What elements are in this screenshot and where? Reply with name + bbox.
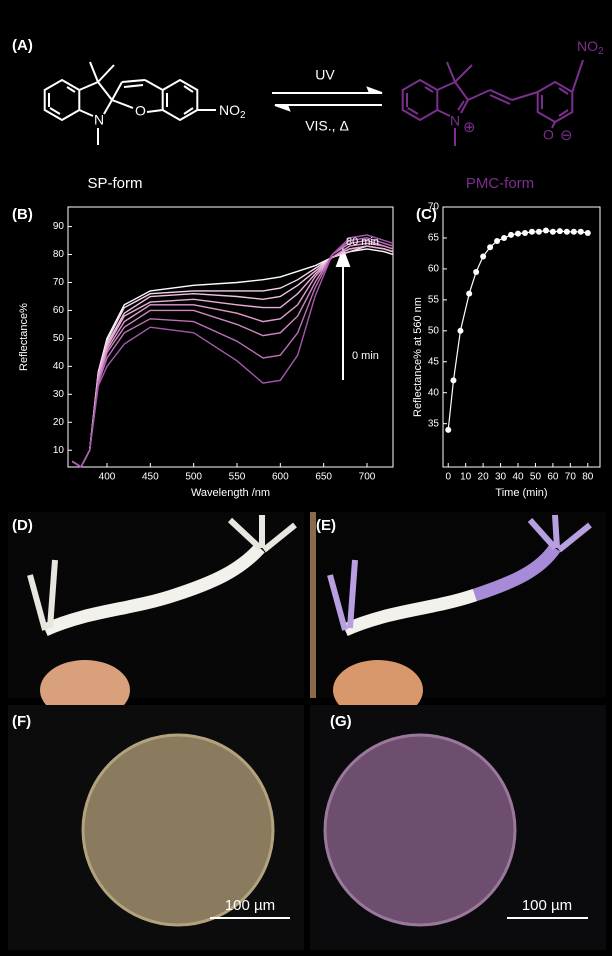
data-point — [585, 230, 591, 236]
x-tick-label: 80 — [582, 472, 594, 483]
x-tick-label: 700 — [359, 472, 376, 483]
data-point — [445, 427, 451, 433]
y-tick-label: 50 — [428, 325, 440, 336]
y-axis-label: Reflectance% — [18, 303, 30, 371]
nitro-main: NO — [577, 38, 598, 54]
nitro-sub: 2 — [240, 110, 246, 121]
y-tick-label: 20 — [53, 417, 65, 428]
data-point — [450, 377, 456, 383]
x-tick-label: 0 — [445, 472, 451, 483]
y-tick-label: 60 — [428, 264, 440, 275]
x-tick-label: 650 — [315, 472, 332, 483]
x-tick-label: 600 — [272, 472, 289, 483]
y-tick-label: 45 — [428, 356, 440, 367]
panel-label: (A) — [12, 37, 33, 54]
data-point — [501, 235, 507, 241]
x-tick-label: 50 — [530, 472, 542, 483]
y-tick-label: 40 — [428, 387, 440, 398]
form-label: PMC-form — [466, 175, 534, 192]
y-tick-label: 55 — [428, 294, 440, 305]
data-point — [564, 229, 570, 235]
charge-label: ⊕ — [463, 119, 476, 136]
data-point — [515, 231, 521, 237]
x-tick-label: 20 — [478, 472, 490, 483]
arrow-label: UV — [315, 67, 335, 83]
y-tick-label: 40 — [53, 361, 65, 372]
charge-label: ⊖ — [560, 127, 573, 144]
panel-label: (F) — [12, 713, 31, 730]
annotation: 0 min — [352, 350, 379, 362]
y-tick-label: 65 — [428, 233, 440, 244]
x-tick-label: 10 — [460, 472, 472, 483]
y-tick-label: 35 — [428, 418, 440, 429]
x-tick-label: 70 — [565, 472, 577, 483]
data-point — [536, 229, 542, 235]
x-tick-label: 400 — [99, 472, 116, 483]
scale-bar-label: 100 µm — [225, 897, 275, 914]
photo — [310, 512, 606, 720]
y-tick-label: 70 — [428, 202, 440, 213]
data-point — [473, 269, 479, 275]
form-label: SP-form — [87, 175, 142, 192]
y-axis-label: Reflectance% at 560 nm — [412, 297, 424, 417]
data-point — [543, 228, 549, 234]
atom-label: O — [135, 103, 146, 119]
y-tick-label: 10 — [53, 445, 65, 456]
panel-label: (E) — [316, 517, 336, 534]
y-tick-label: 30 — [53, 389, 65, 400]
x-tick-label: 60 — [547, 472, 559, 483]
y-tick-label: 50 — [53, 333, 65, 344]
data-point — [529, 229, 535, 235]
y-tick-label: 90 — [53, 221, 65, 232]
data-point — [457, 328, 463, 334]
x-tick-label: 550 — [229, 472, 246, 483]
photo — [8, 512, 304, 720]
data-point — [480, 254, 486, 260]
data-point — [571, 229, 577, 235]
data-point — [494, 238, 500, 244]
atom-label: N — [450, 113, 460, 129]
atom-label: N — [94, 112, 104, 128]
x-tick-label: 450 — [142, 472, 159, 483]
x-axis-label: Wavelength /nm — [191, 487, 270, 499]
arrow-label: VIS., Δ — [305, 118, 349, 134]
annotation: 80 min — [346, 236, 379, 248]
nitro-main: NO — [219, 102, 240, 118]
x-axis-label: Time (min) — [495, 487, 547, 499]
figure: (A) N O NO2 SP-form UV VIS., Δ N — [0, 0, 612, 956]
x-tick-label: 30 — [495, 472, 507, 483]
scale-bar-label: 100 µm — [522, 897, 572, 914]
nitro-sub: 2 — [598, 46, 604, 57]
panel-label: (B) — [12, 206, 33, 223]
y-tick-label: 70 — [53, 277, 65, 288]
data-point — [466, 291, 472, 297]
data-point — [522, 230, 528, 236]
x-tick-label: 500 — [185, 472, 202, 483]
y-tick-label: 80 — [53, 249, 65, 260]
panel-label: (G) — [330, 713, 352, 730]
y-tick-label: 60 — [53, 305, 65, 316]
x-tick-label: 40 — [512, 472, 524, 483]
data-point — [550, 229, 556, 235]
data-point — [508, 232, 514, 238]
data-point — [487, 244, 493, 250]
data-point — [578, 229, 584, 235]
atom-label: O — [543, 127, 554, 143]
panel-label: (D) — [12, 517, 33, 534]
data-point — [557, 228, 563, 234]
